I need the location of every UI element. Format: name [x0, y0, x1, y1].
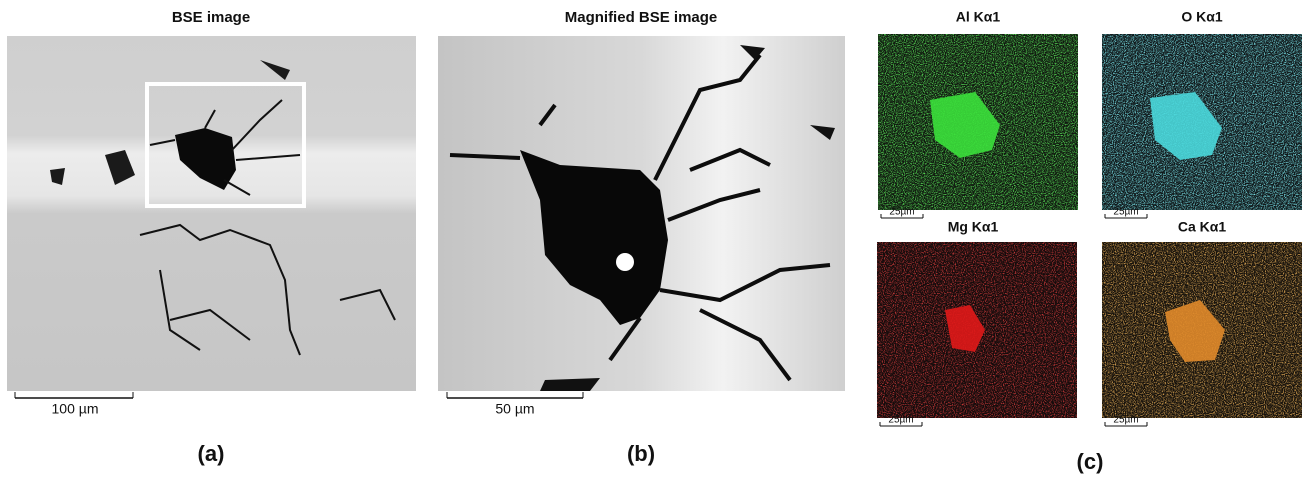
map-phase [930, 92, 1000, 158]
scale-bar-label: 50 µm [495, 401, 534, 417]
magnified-bse-image [438, 36, 845, 391]
scale-bar-label: 25µm [889, 207, 914, 218]
element-maps: Al Kα1 25µm O Kα1 25µm Mg Kα1 25µm Ca Kα1 25µm [877, 9, 1302, 427]
map-phase [1150, 92, 1222, 160]
map-title: Mg Kα1 [948, 219, 999, 235]
bse-image [7, 36, 416, 391]
scale-bar-label: 100 µm [52, 401, 99, 417]
panel-label: (a) [198, 441, 225, 466]
scale-bar-label: 25µm [888, 415, 913, 426]
panel-title: BSE image [172, 9, 250, 26]
map-title: Ca Kα1 [1178, 219, 1227, 235]
panel-label: (c) [1077, 449, 1104, 474]
map-phase [1165, 300, 1225, 362]
map-title: Al Kα1 [956, 9, 1001, 25]
panel-label: (b) [627, 441, 655, 466]
map-phase [945, 305, 985, 352]
scale-bar-label: 25µm [1113, 207, 1138, 218]
map-title: O Kα1 [1181, 9, 1222, 25]
scale-bar-label: 25µm [1113, 415, 1138, 426]
panel-title: Magnified BSE image [565, 9, 718, 26]
